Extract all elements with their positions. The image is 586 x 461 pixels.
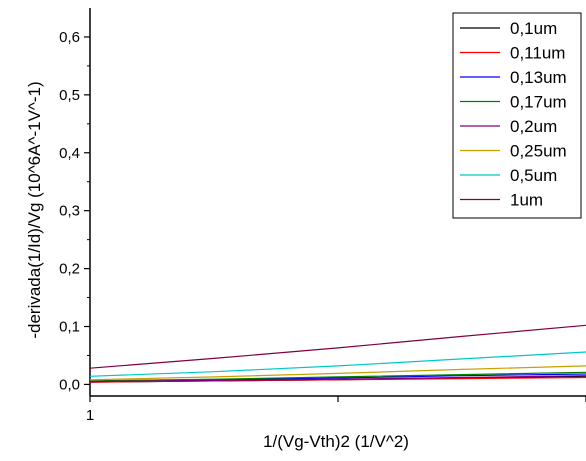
y-tick-label: 0,5 bbox=[59, 87, 80, 104]
y-tick-label: 0,0 bbox=[59, 376, 80, 393]
legend-label: 0,13um bbox=[510, 68, 567, 87]
x-axis-title: 1/(Vg-Vth)2 (1/V^2) bbox=[263, 432, 409, 451]
y-tick-label: 0,1 bbox=[59, 319, 80, 336]
legend-label: 0,1um bbox=[510, 19, 557, 38]
series-line-6 bbox=[89, 351, 586, 377]
series-line-5 bbox=[89, 365, 586, 381]
x-tick-label: 1 bbox=[86, 407, 94, 424]
legend-label: 0,11um bbox=[510, 44, 565, 63]
y-tick-label: 0,2 bbox=[59, 261, 80, 278]
legend-label: 0,25um bbox=[510, 142, 567, 161]
legend-label: 0,5um bbox=[510, 166, 557, 185]
y-axis-title: -derivada(1/Id)/Vg (10^6A^-1V^-1) bbox=[25, 81, 44, 338]
y-tick-label: 0,3 bbox=[59, 203, 80, 220]
legend-label: 1um bbox=[510, 191, 543, 210]
legend: 0,1um 0,11um 0,13um 0,17um 0,2um 0,25um 0,5um 1… bbox=[452, 12, 582, 219]
legend-box bbox=[452, 12, 582, 219]
series-line-4 bbox=[89, 375, 586, 383]
legend-label: 0,17um bbox=[510, 93, 567, 112]
series-line-7 bbox=[89, 324, 586, 369]
y-tick-label: 0,4 bbox=[59, 145, 80, 162]
y-tick-label: 0,6 bbox=[59, 29, 80, 46]
series-line-3 bbox=[89, 371, 586, 382]
legend-label: 0,2um bbox=[510, 117, 557, 136]
